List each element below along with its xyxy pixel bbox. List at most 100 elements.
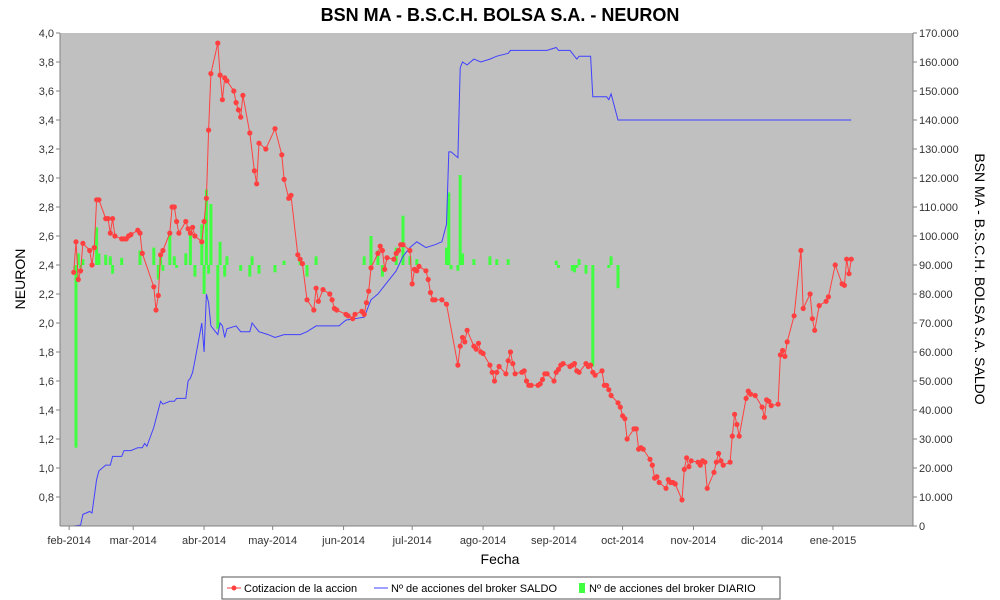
price-point — [576, 369, 582, 375]
price-point — [96, 197, 102, 203]
price-point — [718, 458, 724, 464]
price-point — [379, 247, 385, 254]
price-point — [684, 455, 690, 461]
price-point — [775, 401, 781, 407]
left-tick-label: 1,6 — [39, 376, 54, 388]
left-tick-label: 1,2 — [39, 434, 54, 446]
price-point — [825, 294, 832, 300]
diario-bar — [95, 227, 99, 265]
diario-bar — [257, 265, 261, 274]
price-point — [537, 381, 543, 387]
diario-bar — [449, 265, 453, 270]
diario-bar — [607, 265, 611, 268]
price-point — [759, 404, 765, 410]
diario-bar — [488, 256, 492, 265]
price-point — [462, 339, 468, 345]
diario-bar — [120, 257, 124, 266]
price-point — [491, 378, 498, 384]
price-point — [281, 176, 287, 182]
x-tick-label: dic-2014 — [741, 535, 783, 547]
price-point — [702, 459, 708, 465]
diario-bar — [225, 256, 229, 265]
price-point — [841, 282, 848, 288]
diario-bar — [97, 253, 101, 265]
price-point — [112, 233, 118, 239]
price-point — [592, 372, 598, 378]
price-point — [208, 71, 214, 77]
diario-bar — [223, 265, 227, 277]
right-tick-label: 40.000 — [919, 405, 953, 417]
price-point — [128, 232, 134, 238]
left-tick-label: 3,8 — [39, 57, 54, 69]
diario-bar — [200, 224, 204, 265]
price-point — [455, 362, 461, 368]
price-point — [848, 256, 854, 262]
price-point — [844, 256, 850, 262]
price-point — [407, 247, 413, 254]
right-tick-label: 140.000 — [919, 115, 959, 127]
diario-bar — [415, 259, 419, 265]
diario-bar — [74, 265, 78, 448]
price-point — [560, 361, 566, 367]
left-tick-label: 2,2 — [39, 289, 54, 301]
price-point — [425, 276, 431, 283]
right-tick-label: 170.000 — [919, 28, 959, 40]
price-point — [91, 245, 97, 251]
price-point — [624, 436, 630, 442]
x-tick-label: mar-2014 — [110, 535, 157, 547]
price-point — [752, 392, 758, 399]
price-point — [409, 281, 415, 287]
left-axis: 0,8 1,0 1,2 1,4 1,6 1,8 2,0 2,2 2,4 2,6 2,8 3,0 3,2 3… — [39, 28, 61, 526]
price-point — [105, 216, 111, 222]
diario-bar — [218, 241, 222, 265]
right-axis-label: BSN MA - B.S.C.H. BOLSA S.A. SALDO — [972, 153, 988, 404]
diario-bars — [74, 175, 620, 448]
diario-bar — [445, 247, 448, 265]
price-point — [384, 255, 390, 261]
diario-bar — [193, 265, 197, 277]
diario-bar — [152, 247, 156, 265]
right-tick-label: 130.000 — [919, 144, 959, 156]
price-point — [743, 395, 749, 401]
price-point — [679, 497, 685, 503]
left-tick-label: 4,0 — [39, 28, 54, 40]
price-point — [823, 298, 829, 304]
diario-bar — [282, 260, 286, 265]
left-tick-label: 1,4 — [39, 405, 54, 417]
price-point — [139, 250, 145, 256]
price-point — [224, 78, 230, 84]
price-point — [382, 266, 388, 272]
diario-bar — [81, 259, 85, 265]
diario-bar — [557, 265, 560, 268]
price-point — [329, 297, 335, 303]
price-point — [736, 433, 742, 439]
price-point — [672, 481, 678, 487]
diario-bar — [184, 253, 188, 265]
price-point — [697, 462, 703, 468]
diario-bar — [209, 204, 213, 265]
diario-bar — [250, 256, 254, 265]
diario-bar — [204, 189, 208, 265]
diario-bar — [273, 265, 277, 273]
price-point — [571, 361, 578, 367]
price-point — [254, 181, 260, 187]
price-point — [313, 285, 319, 291]
diario-bar — [408, 256, 412, 265]
price-point — [503, 371, 509, 377]
price-point — [75, 276, 81, 283]
price-point — [784, 339, 790, 345]
price-point — [288, 192, 294, 198]
price-point — [183, 218, 189, 225]
price-point — [251, 168, 257, 174]
price-point — [780, 347, 786, 354]
price-point — [622, 416, 628, 422]
price-point — [473, 346, 479, 352]
price-point — [240, 92, 246, 98]
price-point — [304, 297, 310, 303]
diario-bar — [76, 253, 80, 265]
price-point — [395, 247, 402, 254]
price-point — [171, 204, 177, 210]
price-point — [507, 349, 514, 355]
price-point — [297, 256, 303, 262]
